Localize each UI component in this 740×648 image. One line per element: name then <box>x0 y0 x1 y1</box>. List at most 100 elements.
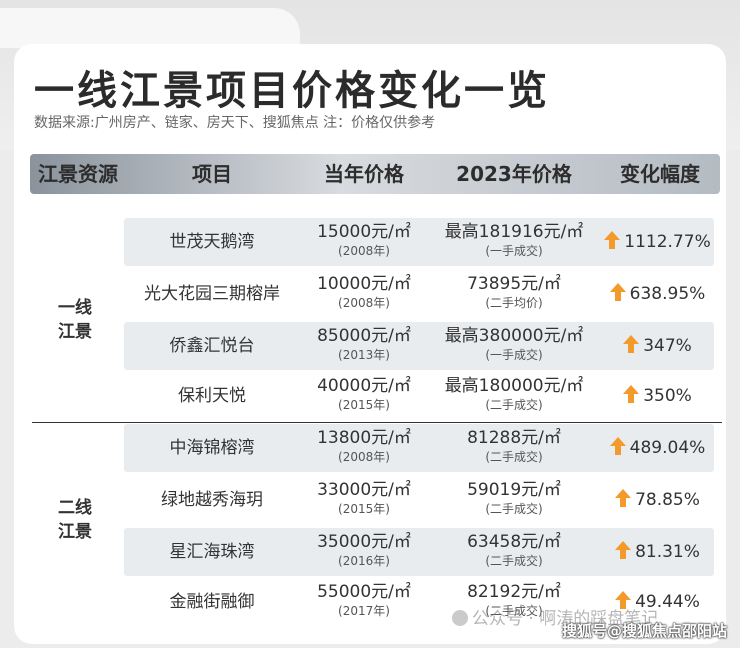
change-cell: 78.85% <box>600 476 714 524</box>
current-price: 81288元/㎡ <box>467 428 561 448</box>
header-original-price: 当年价格 <box>324 162 404 186</box>
change-value: 347% <box>643 336 692 356</box>
current-note: (二手成交) <box>485 398 543 412</box>
sohu-watermark: 搜狐号@搜狐焦点邵阳站 <box>562 622 728 640</box>
header-2023-price: 2023年价格 <box>456 162 572 186</box>
current-price-cell: 最高180000元/㎡ (二手成交) <box>428 372 600 420</box>
up-arrow-icon <box>604 231 621 249</box>
table-row: 金融街融御 55000元/㎡ (2017年) 82192元/㎡ (二手成交) 49.44% <box>124 578 714 626</box>
project-name: 金融街融御 <box>169 592 255 612</box>
current-price-cell: 82192元/㎡ (二手成交) <box>428 578 600 626</box>
project-name: 光大花园三期榕岸 <box>144 284 280 304</box>
current-price: 82192元/㎡ <box>467 582 561 602</box>
original-year: (2016年) <box>338 554 390 568</box>
tier-label-second-line2: 江景 <box>58 522 92 542</box>
original-price: 15000元/㎡ <box>317 222 411 242</box>
current-price: 最高380000元/㎡ <box>444 326 584 346</box>
current-price-cell: 最高181916元/㎡ (一手成交) <box>428 218 600 266</box>
change-value: 81.31% <box>635 542 700 562</box>
current-note: (二手均价) <box>485 296 543 310</box>
original-year: (2008年) <box>338 296 390 310</box>
table-row: 保利天悦 40000元/㎡ (2015年) 最高180000元/㎡ (二手成交) 350% <box>124 372 714 420</box>
wechat-icon <box>452 610 468 626</box>
original-price: 13800元/㎡ <box>317 428 411 448</box>
header-resource: 江景资源 <box>38 162 118 186</box>
up-arrow-icon <box>623 385 640 403</box>
original-price: 85000元/㎡ <box>317 326 411 346</box>
original-price: 55000元/㎡ <box>317 582 411 602</box>
table-row: 侨鑫汇悦台 85000元/㎡ (2013年) 最高380000元/㎡ (一手成交) 347… <box>124 322 714 370</box>
table-row: 绿地越秀海玥 33000元/㎡ (2015年) 59019元/㎡ (二手成交) 78.85… <box>124 476 714 524</box>
original-price: 33000元/㎡ <box>317 480 411 500</box>
original-price-cell: 33000元/㎡ (2015年) <box>300 476 428 524</box>
change-value: 638.95% <box>629 284 706 304</box>
current-price-cell: 63458元/㎡ (二手成交) <box>428 528 600 576</box>
up-arrow-icon <box>609 437 626 455</box>
tier-label-first-line1: 一线 <box>58 298 92 318</box>
project-name: 绿地越秀海玥 <box>161 490 263 510</box>
tier-label-first: 一线 江景 <box>40 296 110 344</box>
table-row: 世茂天鹅湾 15000元/㎡ (2008年) 最高181916元/㎡ (一手成交) 111… <box>124 218 714 266</box>
up-arrow-icon <box>615 489 632 507</box>
change-cell: 1112.77% <box>600 218 714 266</box>
table-row: 光大花园三期榕岸 10000元/㎡ (2008年) 73895元/㎡ (二手均价) 638… <box>124 270 714 318</box>
tier-label-first-line2: 江景 <box>58 322 92 342</box>
original-price-cell: 15000元/㎡ (2008年) <box>300 218 428 266</box>
original-price: 10000元/㎡ <box>317 274 411 294</box>
up-arrow-icon <box>615 541 632 559</box>
project-name: 侨鑫汇悦台 <box>169 336 255 356</box>
page-title: 一线江景项目价格变化一览 <box>34 68 550 114</box>
current-price-cell: 最高380000元/㎡ (一手成交) <box>428 322 600 370</box>
original-price-cell: 10000元/㎡ (2008年) <box>300 270 428 318</box>
current-price: 59019元/㎡ <box>467 480 561 500</box>
header-change: 变化幅度 <box>620 162 700 186</box>
change-value: 350% <box>643 386 692 406</box>
original-year: (2015年) <box>338 502 390 516</box>
change-value: 489.04% <box>629 438 706 458</box>
up-arrow-icon <box>609 283 626 301</box>
current-price-cell: 73895元/㎡ (二手均价) <box>428 270 600 318</box>
original-price-cell: 55000元/㎡ (2017年) <box>300 578 428 626</box>
table-header: 江景资源 项目 当年价格 2023年价格 变化幅度 <box>30 154 720 194</box>
current-note: (二手成交) <box>485 554 543 568</box>
watermark: 公众号 · 啊涛的踩盘笔记 <box>452 604 658 629</box>
up-arrow-icon <box>615 591 632 609</box>
header-project: 项目 <box>192 162 232 186</box>
current-price: 73895元/㎡ <box>467 274 561 294</box>
change-cell: 81.31% <box>600 528 714 576</box>
current-note: (二手成交) <box>485 450 543 464</box>
data-source-note: 数据来源:广州房产、链家、房天下、搜狐焦点 注：价格仅供参考 <box>34 115 436 131</box>
change-cell: 350% <box>600 372 714 420</box>
original-price-cell: 35000元/㎡ (2016年) <box>300 528 428 576</box>
original-year: (2017年) <box>338 604 390 618</box>
change-cell: 347% <box>600 322 714 370</box>
current-price: 63458元/㎡ <box>467 532 561 552</box>
change-cell: 49.44% <box>600 578 714 626</box>
original-price-cell: 13800元/㎡ (2008年) <box>300 424 428 472</box>
change-value: 49.44% <box>635 592 700 612</box>
original-price: 35000元/㎡ <box>317 532 411 552</box>
project-name: 保利天悦 <box>178 386 246 406</box>
project-name: 星汇海珠湾 <box>169 542 255 562</box>
current-price: 最高181916元/㎡ <box>444 222 584 242</box>
tier-label-second-line1: 二线 <box>58 498 92 518</box>
change-value: 78.85% <box>635 490 700 510</box>
original-price-cell: 85000元/㎡ (2013年) <box>300 322 428 370</box>
project-name: 中海锦榕湾 <box>169 438 255 458</box>
table-row: 星汇海珠湾 35000元/㎡ (2016年) 63458元/㎡ (二手成交) 81.31% <box>124 528 714 576</box>
tier-divider <box>32 422 722 423</box>
tier-label-second: 二线 江景 <box>40 496 110 544</box>
change-cell: 638.95% <box>600 270 714 318</box>
watermark-text: 公众号 · 啊涛的踩盘笔记 <box>472 609 659 629</box>
project-name: 世茂天鹅湾 <box>169 232 255 252</box>
current-note: (二手成交) <box>485 502 543 516</box>
original-year: (2013年) <box>338 348 390 362</box>
table-row: 中海锦榕湾 13800元/㎡ (2008年) 81288元/㎡ (二手成交) 489.04… <box>124 424 714 472</box>
original-year: (2008年) <box>338 244 390 258</box>
current-price-cell: 59019元/㎡ (二手成交) <box>428 476 600 524</box>
original-price: 40000元/㎡ <box>317 376 411 396</box>
change-value: 1112.77% <box>624 232 711 252</box>
current-price: 最高180000元/㎡ <box>444 376 584 396</box>
change-cell: 489.04% <box>600 424 714 472</box>
current-note: (二手成交) <box>485 604 543 618</box>
